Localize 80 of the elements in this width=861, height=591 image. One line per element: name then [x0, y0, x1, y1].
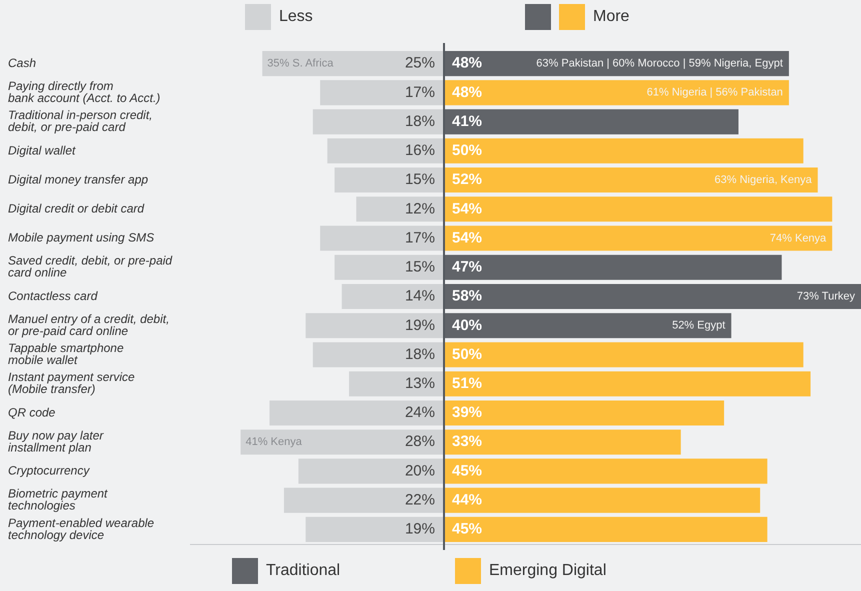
data-label: 18% — [404, 112, 435, 130]
bar — [349, 371, 443, 396]
bar — [306, 313, 443, 338]
y-tick-label: QR code — [8, 405, 56, 420]
bar — [327, 138, 443, 164]
data-label: 17% — [404, 84, 435, 101]
data-label: 48% — [452, 54, 482, 72]
data-label: 25% — [404, 54, 435, 72]
data-label: 16% — [404, 142, 435, 160]
data-label: 50% — [452, 346, 482, 363]
bar — [320, 80, 443, 106]
data-label: 39% — [452, 404, 482, 422]
y-tick-label: Payment-enabled wearable technology device — [8, 516, 154, 542]
annotation: 61% Nigeria | 56% Pakistan — [646, 86, 783, 99]
bar — [312, 109, 443, 134]
y-tick-label: Manuel entry of a credit, debit, or pre-paid card online — [8, 312, 170, 338]
bar — [298, 458, 443, 484]
data-label: 50% — [452, 142, 482, 160]
y-tick-label: Biometric payment technologies — [8, 486, 108, 513]
legend-label: Less — [279, 8, 313, 26]
annotation: 74% Kenya — [770, 232, 828, 244]
y-tick-label: Tappable smartphone mobile wallet — [8, 341, 124, 368]
bar — [270, 400, 443, 426]
annotation: 63% Pakistan | 60% Morocco | 59% Nigeria, Egypt — [536, 58, 783, 70]
data-label: 48% — [452, 84, 482, 101]
data-label: 44% — [452, 491, 482, 508]
y-tick-label: Cryptocurrency — [8, 464, 90, 478]
y-tick-label: Contactless card — [8, 288, 98, 303]
bar — [320, 226, 443, 251]
data-label: 13% — [404, 374, 435, 392]
y-tick-label: Paying directly from bank account (Acct. to Acct.) — [8, 79, 160, 106]
annotation: 73% Turkey — [796, 290, 856, 303]
data-label: 14% — [404, 288, 435, 305]
data-label: 22% — [404, 491, 435, 508]
data-label: 15% — [404, 258, 435, 276]
annotation: 41% Kenya — [246, 436, 303, 448]
bar — [356, 196, 443, 222]
data-label: 15% — [404, 171, 435, 188]
data-label: 19% — [404, 520, 435, 538]
bar — [312, 342, 443, 368]
data-label: 54% — [452, 229, 482, 246]
bar — [342, 284, 443, 310]
annotation: 35% S. Africa — [267, 58, 334, 70]
bar — [240, 430, 443, 455]
data-label: 51% — [452, 374, 482, 392]
data-label: 18% — [404, 346, 435, 363]
y-tick-label: Instant payment service (Mobile transfer) — [8, 370, 136, 396]
data-label: 40% — [452, 316, 482, 334]
data-label: 33% — [452, 433, 482, 450]
bar — [284, 488, 443, 513]
data-label: 47% — [452, 258, 482, 276]
data-label: 19% — [404, 316, 435, 334]
data-label: 12% — [404, 200, 435, 218]
legend-label: Emerging Digital — [489, 562, 606, 580]
data-label: 24% — [404, 404, 435, 422]
y-tick-label: Digital money transfer app — [8, 172, 148, 186]
annotation: 52% Egypt — [672, 320, 726, 332]
bar — [306, 516, 443, 542]
data-label: 41% — [452, 112, 482, 130]
data-label: 54% — [452, 200, 482, 218]
legend-title: More — [593, 8, 630, 26]
y-tick-label: Digital wallet — [8, 143, 76, 158]
annotation: 63% Nigeria, Kenya — [714, 174, 813, 186]
data-label: 20% — [404, 462, 435, 480]
data-label: 45% — [452, 520, 482, 538]
legend-label: Traditional — [266, 562, 340, 580]
data-label: 45% — [452, 462, 482, 480]
bar — [262, 51, 443, 76]
data-label: 52% — [452, 171, 482, 188]
y-tick-label: Mobile payment using SMS — [8, 230, 154, 245]
y-tick-label: Saved credit, debit, or pre-paid card online — [8, 254, 172, 280]
bar — [334, 254, 443, 280]
data-label: 58% — [452, 288, 482, 305]
y-tick-label: Cash — [8, 56, 36, 70]
bar — [334, 168, 443, 193]
data-label: 28% — [404, 433, 435, 450]
data-label: 17% — [404, 229, 435, 246]
y-tick-label: Buy now pay later installment plan — [8, 428, 104, 454]
y-tick-label: Digital credit or debit card — [8, 201, 144, 216]
y-tick-label: Traditional in-person credit, debit, or pre-paid card — [8, 108, 153, 134]
